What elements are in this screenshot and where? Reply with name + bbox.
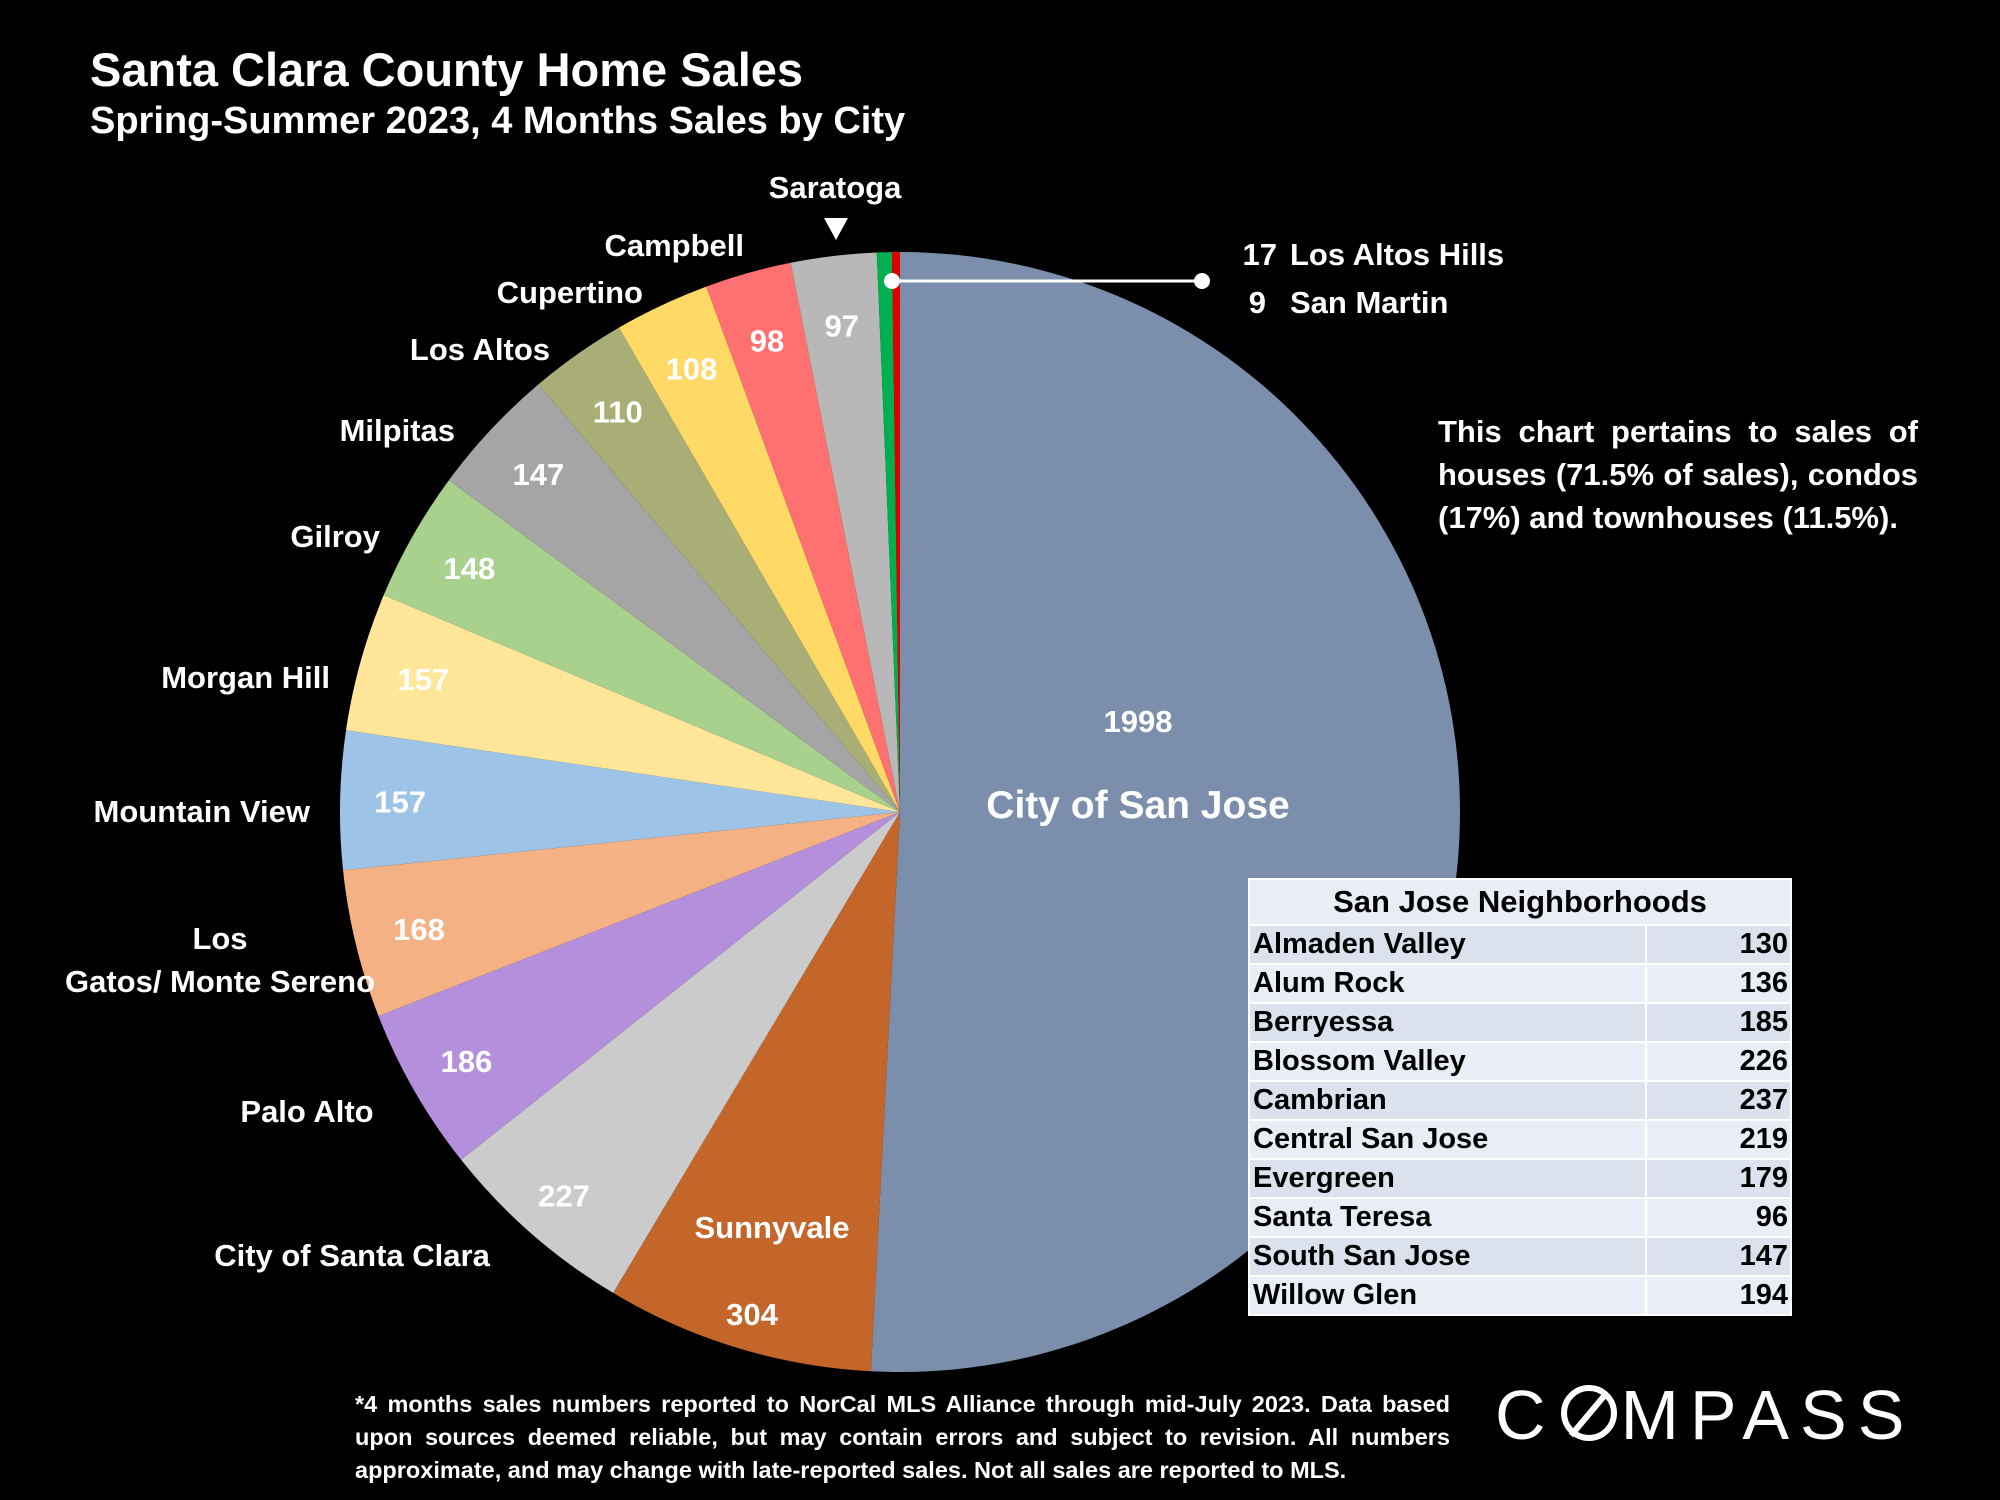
table-row: Santa Teresa 96 [1248,1197,1792,1238]
neighborhood-value: 130 [1645,924,1792,965]
pie-slice-mountain-view [340,730,900,871]
neighborhood-name: South San Jose [1248,1236,1647,1277]
data-label: 168 [393,912,445,947]
data-label: 304 [726,1297,778,1332]
neighborhood-name: Almaden Valley [1248,924,1647,965]
data-label: 148 [444,551,496,586]
pie-slice-san-martin [891,252,900,812]
category-label: Los [192,921,247,956]
neighborhood-name: Central San Jose [1248,1119,1647,1160]
table-row: Blossom Valley 226 [1248,1041,1792,1082]
data-label: 98 [750,323,784,358]
data-label: 147 [512,457,564,492]
neighborhood-value: 147 [1645,1236,1792,1277]
category-label: Milpitas [340,413,455,448]
saratoga-arrow-icon [824,218,848,240]
neighborhood-value: 219 [1645,1119,1792,1160]
category-label: Gilroy [290,519,380,554]
data-label: 157 [397,662,449,697]
table-row: Willow Glen 194 [1248,1275,1792,1316]
callout-dot [884,273,900,289]
neighborhood-value: 179 [1645,1158,1792,1199]
table-row: Central San Jose 219 [1248,1119,1792,1160]
pie-slice-campbell [706,262,900,812]
category-label: City of San Jose [986,784,1289,827]
callout-label: Los Altos Hills [1290,237,1504,272]
data-label: 157 [374,784,426,819]
callout-value: 17 [1243,237,1277,272]
data-label: 110 [593,394,643,429]
pie-slice-city-of-santa-clara [461,812,900,1293]
category-label: Palo Alto [240,1094,373,1129]
table-row: Almaden Valley 130 [1248,924,1792,965]
pie-slice-sunnyvale [613,812,900,1372]
neighborhood-value: 96 [1645,1197,1792,1238]
pie-slice-gilroy [383,480,900,812]
data-label: 1998 [1104,704,1173,739]
neighborhood-value: 237 [1645,1080,1792,1121]
category-label: Campbell [604,228,744,263]
neighborhoods-title: San Jose Neighborhoods [1248,878,1792,926]
neighborhood-name: Evergreen [1248,1158,1647,1199]
category-label: Sunnyvale [694,1210,849,1245]
category-label: Cupertino [497,275,643,310]
neighborhood-name: Santa Teresa [1248,1197,1647,1238]
category-label: Gatos/ Monte Sereno [65,964,375,999]
category-label: City of Santa Clara [214,1238,490,1273]
neighborhood-name: Berryessa [1248,1002,1647,1043]
pie-slice-morgan-hill [346,595,900,812]
neighborhood-name: Alum Rock [1248,963,1647,1004]
table-row: Cambrian 237 [1248,1080,1792,1121]
data-label: 227 [538,1179,590,1214]
chart-note: This chart pertains to sales of houses (… [1438,414,1918,535]
pie-slice-palo-alto [378,812,900,1160]
table-row: South San Jose 147 [1248,1236,1792,1277]
table-row: Evergreen 179 [1248,1158,1792,1199]
pie-slice-los-altos-hills [876,252,900,813]
pie-slice-los-gatos-monte-sereno [343,812,900,1016]
neighborhood-value: 185 [1645,1002,1792,1043]
pie-slice-cupertino [618,286,900,813]
pie-slice-los-altos [538,327,900,812]
chart-title: Santa Clara County Home Sales [90,43,804,96]
category-label: Saratoga [769,170,902,205]
neighborhoods-table: San Jose Neighborhoods Almaden Valley 130… [1248,878,1792,1316]
neighborhood-name: Blossom Valley [1248,1041,1647,1082]
pie-slice-saratoga [790,252,900,812]
callout-dot [1194,273,1210,289]
category-label: Morgan Hill [161,660,330,695]
category-label: Mountain View [94,794,311,829]
neighborhood-name: Willow Glen [1248,1275,1647,1316]
data-label: 97 [825,308,859,343]
neighborhood-name: Cambrian [1248,1080,1647,1121]
data-label: 186 [441,1044,493,1079]
pie-slice-milpitas [448,384,900,812]
callout-label: San Martin [1290,285,1448,320]
footnote: *4 months sales numbers reported to NorC… [355,1391,1450,1483]
neighborhood-value: 194 [1645,1275,1792,1316]
category-label: Los Altos [410,332,550,367]
compass-logo: C MPASS [1495,1376,1916,1454]
chart-subtitle: Spring-Summer 2023, 4 Months Sales by Ci… [90,100,906,142]
data-label: 108 [666,352,718,387]
neighborhood-value: 136 [1645,963,1792,1004]
table-row: Berryessa 185 [1248,1002,1792,1043]
neighborhood-value: 226 [1645,1041,1792,1082]
table-row: Alum Rock 136 [1248,963,1792,1004]
callout-value: 9 [1249,285,1266,320]
